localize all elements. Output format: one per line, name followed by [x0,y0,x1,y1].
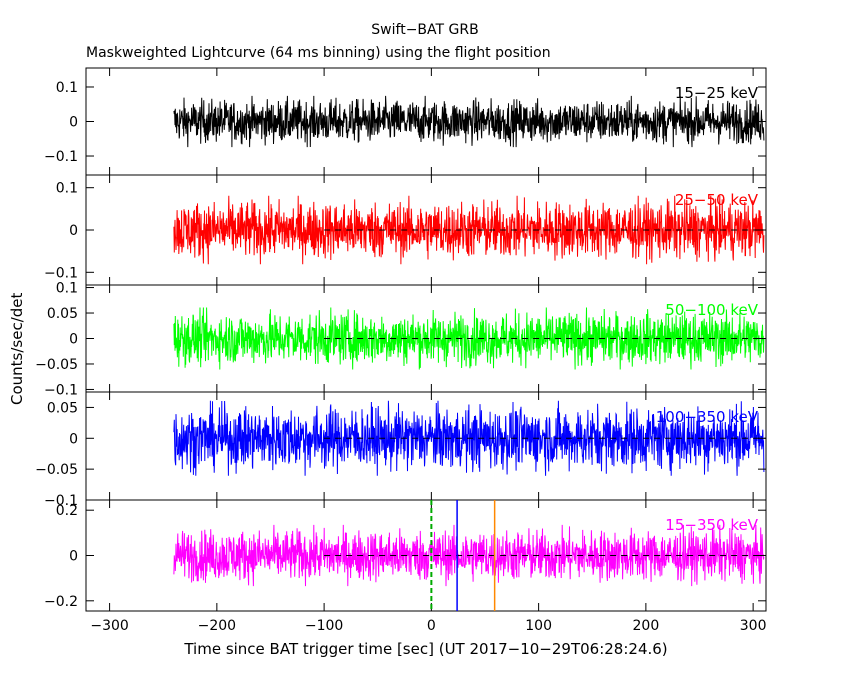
band-label-2: 50−100 keV [665,301,758,319]
band-label-0: 15−25 keV [675,84,759,102]
x-tick-label-3: 0 [427,618,436,634]
y-tick-label-2-1: −0.05 [35,357,78,373]
chart-subtitle: Maskweighted Lightcurve (64 ms binning) … [86,45,551,61]
y-tick-label-0-1: 0 [69,115,78,131]
x-tick-label-0: −300 [90,618,128,634]
lightcurve-series-4 [173,524,765,587]
y-tick-label-3-3: 0.05 [47,400,78,416]
y-tick-label-3-0: −0.1 [44,493,78,509]
y-tick-label-1-1: 0 [69,223,78,239]
y-tick-label-0-2: 0.1 [56,80,78,96]
x-tick-label-4: 100 [525,618,552,634]
x-tick-label-1: −200 [198,618,236,634]
y-axis-label: Counts/sec/det [8,292,26,405]
y-tick-label-0-0: −0.1 [44,149,78,165]
chart-title: Swift−BAT GRB [371,22,479,38]
y-tick-label-3-1: −0.05 [35,462,78,478]
x-axis-label: Time since BAT trigger time [sec] (UT 20… [184,640,668,658]
y-tick-label-1-0: −0.1 [44,265,78,281]
y-tick-label-3-2: 0 [69,431,78,447]
band-label-1: 25−50 keV [675,191,759,209]
lightcurve-series-3 [173,400,765,476]
lightcurve-series-1 [173,195,765,265]
y-tick-label-2-2: 0 [69,332,78,348]
y-tick-label-4-0: −0.2 [44,594,78,610]
y-tick-label-2-4: 0.1 [56,281,78,297]
y-tick-label-2-3: 0.05 [47,306,78,322]
x-tick-label-2: −100 [305,618,343,634]
y-tick-label-1-2: 0.1 [56,181,78,197]
y-tick-label-2-0: −0.1 [44,382,78,398]
lightcurve-series-0 [173,95,765,148]
x-tick-label-5: 200 [633,618,660,634]
band-label-4: 15−350 keV [665,516,758,534]
x-tick-label-6: 300 [740,618,767,634]
y-tick-label-4-2: 0.2 [56,503,78,519]
y-tick-label-4-1: 0 [69,549,78,565]
band-label-3: 100−350 keV [656,408,759,426]
